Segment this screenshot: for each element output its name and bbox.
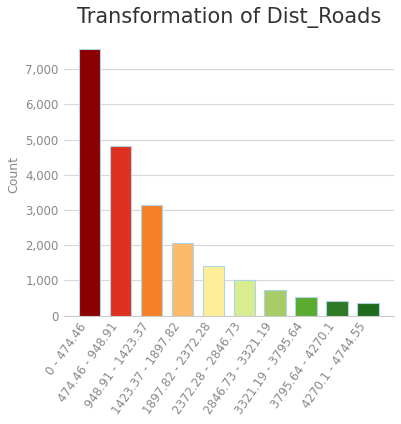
Bar [141, 205, 162, 315]
Bar [357, 303, 379, 315]
Title: Transformation of Dist_Roads: Transformation of Dist_Roads [77, 7, 381, 28]
Bar [233, 280, 255, 315]
Bar [110, 145, 132, 315]
Bar [296, 297, 317, 315]
Bar [203, 265, 224, 315]
Bar [326, 301, 348, 315]
Bar [79, 49, 100, 315]
Y-axis label: Count: Count [7, 156, 20, 193]
Bar [172, 243, 193, 315]
Bar [265, 290, 286, 315]
